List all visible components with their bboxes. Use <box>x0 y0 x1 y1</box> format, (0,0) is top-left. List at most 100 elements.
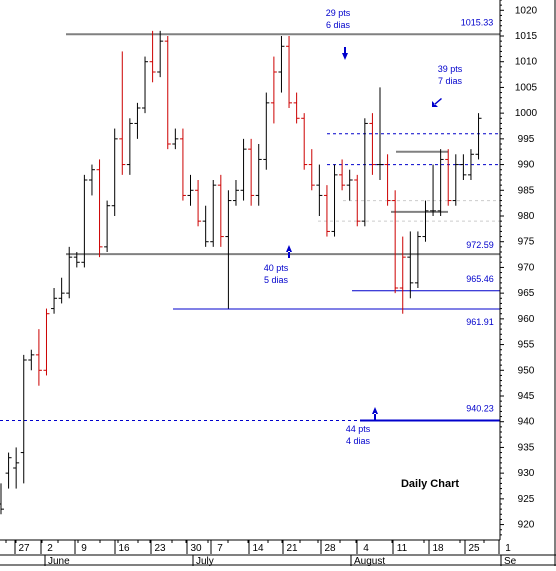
ohlc-bar <box>111 128 118 216</box>
bars-layer <box>0 30 482 515</box>
chart-title: Daily Chart <box>401 478 459 490</box>
x-tick-label: 18 <box>432 543 444 554</box>
y-tick-label: 950 <box>518 365 535 376</box>
y-tick-label: 985 <box>518 185 535 196</box>
ohlc-bar <box>172 128 179 150</box>
ohlc-bar <box>339 159 346 191</box>
ohlc-bar <box>119 51 126 175</box>
ohlc-bar <box>164 36 171 150</box>
ohlc-bar <box>354 174 361 227</box>
up-arrow-icon <box>372 407 378 420</box>
x-tick-label: 11 <box>397 543 408 554</box>
ohlc-bar <box>286 36 293 108</box>
ohlc-bar <box>407 231 414 299</box>
ohlc-bar <box>35 329 42 386</box>
ohlc-bar <box>28 349 35 371</box>
x-tick-label: 1 <box>505 543 511 554</box>
ohlc-bar <box>384 154 391 206</box>
ohlc-bar <box>149 30 156 83</box>
ohlc-bar <box>66 246 73 299</box>
ohlc-bar <box>293 92 300 124</box>
ohlc-bar <box>104 200 111 252</box>
level-label: 965.46 <box>466 274 494 284</box>
level-label: 940.23 <box>466 404 494 414</box>
ohlc-bar <box>460 154 467 180</box>
x-tick-label: 27 <box>18 543 30 554</box>
y-tick-label: 995 <box>518 134 535 145</box>
ohlc-bar <box>308 149 315 191</box>
ohlc-bar <box>20 354 27 484</box>
ohlc-bar <box>452 154 459 206</box>
ohlc-bar <box>255 144 262 206</box>
up-arrow-icon <box>286 245 292 258</box>
y-tick-label: 975 <box>518 237 535 248</box>
ohlc-bar <box>263 92 270 170</box>
level-label: 961.91 <box>466 317 494 327</box>
x-tick-label: 2 <box>47 543 53 554</box>
y-tick-label: 960 <box>518 314 535 325</box>
annotation-label: 40 pts <box>264 263 289 273</box>
y-tick-label: 945 <box>518 391 535 402</box>
ohlc-bar <box>217 174 224 247</box>
ohlc-bar <box>73 252 80 268</box>
ohlc-bar <box>43 308 50 376</box>
ohlc-bar <box>430 164 437 216</box>
ohlc-bar <box>179 128 186 201</box>
ohlc-bar <box>51 288 58 314</box>
annotation-label: 5 dias <box>264 275 289 285</box>
ohlc-bar <box>0 483 4 515</box>
ohlc-bar <box>58 277 65 304</box>
x-tick-label: 23 <box>154 543 166 554</box>
grid-layer <box>0 133 500 422</box>
y-tick-label: 955 <box>518 340 535 351</box>
ohlc-bar <box>142 56 149 114</box>
ohlc-bar <box>81 174 88 268</box>
ohlc-bar <box>126 118 133 175</box>
y-tick-label: 930 <box>518 468 535 479</box>
x-tick-label: 7 <box>217 543 223 554</box>
ohlc-bar <box>323 185 330 237</box>
y-tick-label: 980 <box>518 211 535 222</box>
ohlc-bar <box>331 164 338 237</box>
y-tick-label: 925 <box>518 494 535 505</box>
ohlc-bar <box>157 30 164 78</box>
annotation-label: 44 pts <box>346 424 371 434</box>
down-arrow-icon <box>342 47 348 60</box>
ohlc-bar <box>210 180 217 247</box>
y-tick-label: 1005 <box>515 82 538 93</box>
diagonal-arrow-icon <box>432 98 442 107</box>
x-tick-label: 21 <box>286 543 298 554</box>
ohlc-bar <box>369 113 376 175</box>
x-tick-label: 30 <box>190 543 202 554</box>
ohlc-bar <box>134 102 141 139</box>
annotation-label: 7 dias <box>438 76 463 86</box>
ohlc-bar <box>392 190 399 294</box>
y-tick-label: 1020 <box>515 5 538 16</box>
y-tick-label: 940 <box>518 417 535 428</box>
month-label: June <box>48 556 70 566</box>
x-tick-label: 4 <box>363 543 369 554</box>
x-tick-label: 16 <box>118 543 130 554</box>
ohlc-bar <box>437 149 444 216</box>
y-tick-label: 1015 <box>515 31 538 42</box>
ohlc-bar <box>399 236 406 314</box>
ohlc-bar <box>316 164 323 216</box>
level-label: 972.59 <box>466 240 494 250</box>
y-tick-label: 1010 <box>515 57 538 68</box>
ohlc-bar <box>248 138 255 206</box>
y-tick-label: 1000 <box>515 108 538 119</box>
x-tick-label: 28 <box>324 543 336 554</box>
annotation-label: 39 pts <box>438 64 463 74</box>
y-tick-label: 920 <box>518 520 535 531</box>
ohlc-bar <box>88 164 95 196</box>
ohlc-bar <box>467 149 474 180</box>
ohlc-bar <box>225 190 232 309</box>
ohlc-bar <box>232 180 239 206</box>
ohlc-bar <box>346 169 353 201</box>
levels-layer: 1015.33 972.59 965.46 961.91 940.23 <box>66 17 500 422</box>
annotation-label: 4 dias <box>346 436 371 446</box>
ohlc-bar <box>195 180 202 227</box>
ohlc-bar <box>301 113 308 170</box>
